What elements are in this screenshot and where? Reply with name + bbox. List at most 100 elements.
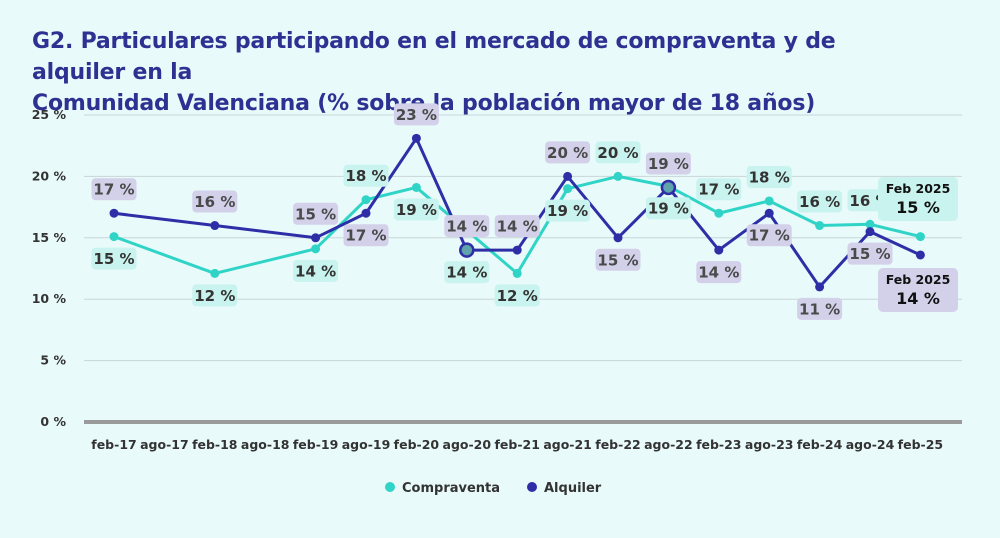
end-label-value-compraventa: 15 % [896,198,940,217]
data-label-alquiler-bg [343,224,389,247]
x-tick-label: feb-18 [192,437,237,452]
data-label-alquiler: 11 % [799,300,840,318]
data-point-alquiler [915,250,925,260]
x-tick-label: feb-24 [797,437,843,452]
data-point-compraventa [361,195,371,205]
data-point-alquiler [411,133,421,143]
y-tick-label: 0 % [40,414,66,429]
data-point-compraventa [714,208,724,218]
data-label-alquiler-bg [545,141,591,164]
data-label-alquiler-bg [696,261,742,284]
data-label-compraventa-bg [645,197,691,220]
y-tick-label: 25 % [32,107,67,122]
data-point-alquiler [815,282,825,292]
data-label-compraventa: 17 % [698,181,739,199]
data-point-compraventa [210,268,220,278]
legend-marker-alquiler [527,482,537,492]
data-point-compraventa [411,182,421,192]
data-point-alquiler [563,171,573,181]
data-label-alquiler: 16 % [194,193,235,211]
y-tick-label: 5 % [40,353,66,368]
data-label-alquiler-bg [293,202,339,225]
data-label-compraventa: 20 % [597,144,638,162]
data-point-compraventa [915,232,925,242]
data-label-alquiler: 23 % [396,106,437,124]
data-label-compraventa: 14 % [295,262,336,280]
x-tick-label: ago-20 [443,437,492,452]
end-label-value-alquiler: 14 % [896,289,940,308]
data-point-compraventa [613,171,623,181]
data-label-compraventa: 15 % [93,250,134,268]
data-label-compraventa: 18 % [749,168,790,186]
data-label-alquiler-bg [645,152,691,175]
grid-lines [84,114,962,424]
y-tick-label: 20 % [32,168,67,183]
data-label-alquiler: 15 % [295,205,336,223]
data-point-compraventa [865,219,875,229]
data-point-alquiler [613,233,623,243]
data-label-alquiler: 19 % [648,155,689,173]
data-label-compraventa-bg [595,141,641,164]
data-label-alquiler-bg [847,242,893,265]
data-point-alquiler [109,208,119,218]
data-label-alquiler-bg [494,215,540,238]
data-point-alquiler [210,221,220,231]
x-tick-label: ago-24 [846,437,895,452]
end-label-bg-compraventa [878,177,958,221]
series-lines [113,136,922,289]
x-tick-label: ago-17 [140,437,189,452]
x-tick-label: feb-19 [293,437,338,452]
x-tick-label: ago-23 [745,437,794,452]
series-line-alquiler [113,136,922,289]
data-label-compraventa: 12 % [194,287,235,305]
data-label-alquiler: 17 % [749,227,790,245]
data-label-compraventa-bg [545,199,591,222]
x-tick-label: ago-18 [241,437,290,452]
end-label-date-alquiler: Feb 2025 [886,272,951,287]
data-label-compraventa: 19 % [396,201,437,219]
data-point-alquiler [714,245,724,255]
x-tick-label: ago-19 [342,437,391,452]
x-tick-label: feb-20 [394,437,440,452]
data-label-alquiler: 14 % [698,264,739,282]
x-tick-label: feb-17 [91,437,136,452]
legend-marker-compraventa [385,482,395,492]
data-label-alquiler-bg [393,103,439,126]
data-label-alquiler-bg [595,248,641,271]
data-label-alquiler: 17 % [93,181,134,199]
data-label-shared-bg [444,261,490,284]
chart-title: G2. Particulares participando en el merc… [32,26,932,119]
data-points [109,133,925,292]
x-axis-ticks: feb-17 ago-17 feb-18 ago-18 feb-19 ago-19 feb-… [91,437,943,452]
data-label-alquiler-bg [91,178,137,201]
series-line-compraventa [113,174,921,275]
x-tick-label: feb-22 [595,437,640,452]
data-label-alquiler: 17 % [345,227,386,245]
end-labels: Feb 2025 15 % Feb 2025 14 % [878,177,958,312]
y-tick-label: 15 % [32,230,67,245]
data-point-compraventa [815,221,825,231]
data-point-alquiler [512,245,522,255]
end-label-bg-alquiler [878,268,958,312]
data-label-compraventa-bg [91,247,137,270]
data-label-compraventa: 16 % [799,193,840,211]
data-label-alquiler-bg [192,190,238,213]
data-label-compraventa-bg [293,259,339,282]
data-label-compraventa-bg [343,164,389,187]
data-label-compraventa-bg [393,198,439,221]
intersection-marker [660,179,677,196]
data-label-compraventa-bg [746,165,792,188]
legend: Compraventa Alquiler [385,481,602,496]
data-point-compraventa [311,244,321,254]
data-label-alquiler: 20 % [547,144,588,162]
legend-label-alquiler: Alquiler [544,481,602,496]
data-point-compraventa [512,268,522,278]
end-label-date-compraventa: Feb 2025 [886,181,951,196]
x-tick-label: ago-21 [543,437,592,452]
data-label-alquiler: 14 % [446,218,487,236]
x-tick-label: feb-25 [898,437,943,452]
data-label-alquiler: 15 % [849,245,890,263]
intersection-marker [459,242,475,258]
data-label-alquiler-bg [444,215,490,238]
